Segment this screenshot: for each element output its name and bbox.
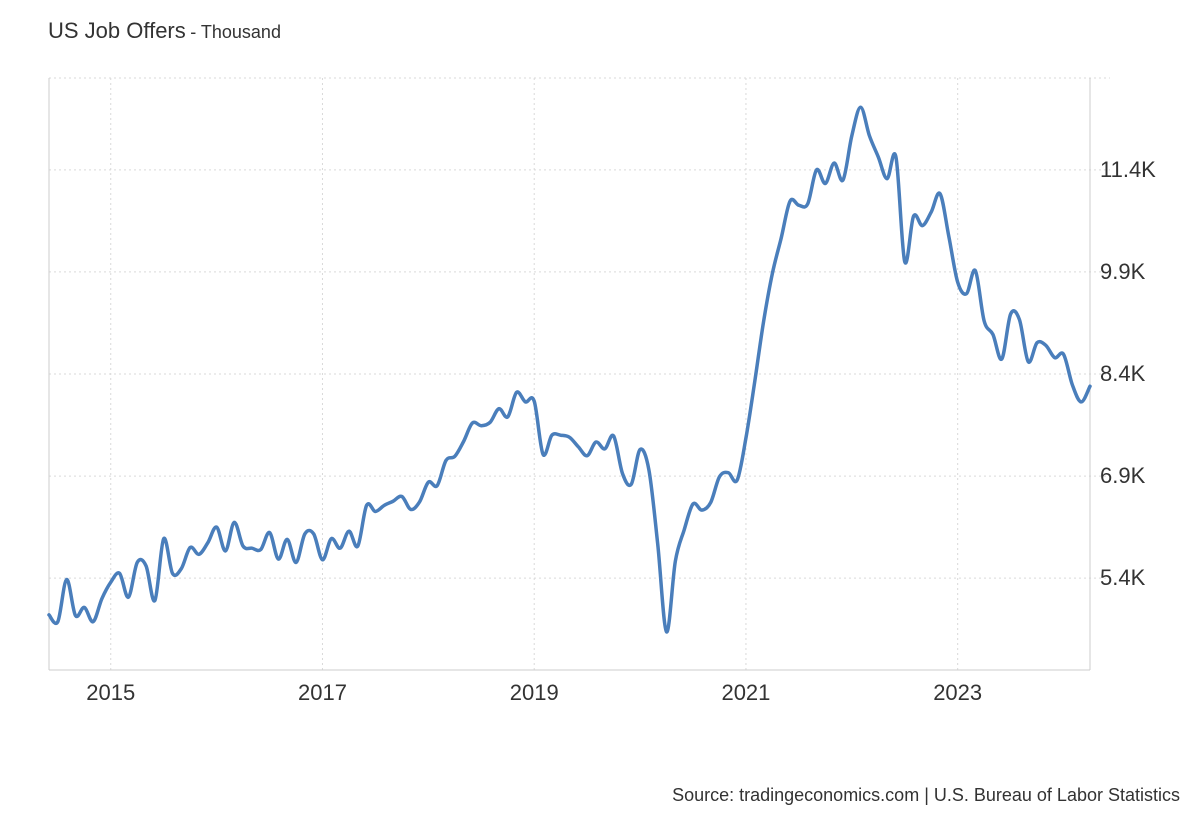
y-tick-label: 9.9K bbox=[1100, 259, 1146, 284]
y-tick-label: 6.9K bbox=[1100, 463, 1146, 488]
chart-subtitle: - Thousand bbox=[190, 22, 281, 42]
tick-labels: 2015 2017 2019 2021 2023 5.4K 6.9K 8.4K 9.9K 11.4… bbox=[86, 157, 1156, 705]
series-line bbox=[47, 105, 1092, 634]
y-tick-label: 5.4K bbox=[1100, 565, 1146, 590]
chart-title: US Job Offers bbox=[48, 18, 186, 43]
axes bbox=[48, 78, 1091, 671]
chart-title-block: US Job Offers - Thousand bbox=[48, 18, 281, 44]
y-tick-label: 8.4K bbox=[1100, 361, 1146, 386]
source-note: Source: tradingeconomics.com | U.S. Bure… bbox=[672, 785, 1180, 805]
x-tick-label: 2017 bbox=[298, 680, 347, 705]
x-tick-label: 2023 bbox=[933, 680, 982, 705]
y-tick-label: 11.4K bbox=[1100, 157, 1156, 182]
x-tick-label: 2019 bbox=[510, 680, 559, 705]
x-tick-label: 2015 bbox=[86, 680, 135, 705]
grid bbox=[49, 77, 1110, 670]
series-layer bbox=[47, 105, 1092, 634]
x-tick-label: 2021 bbox=[721, 680, 770, 705]
